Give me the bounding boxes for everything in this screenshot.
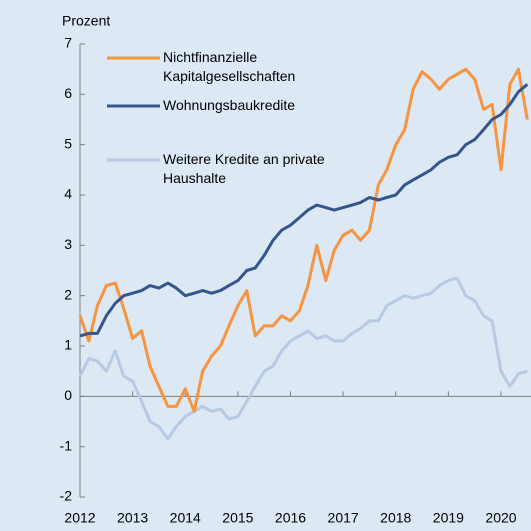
- legend-label: Wohnungsbaukredite: [163, 97, 296, 113]
- x-tick-label: 2019: [433, 510, 464, 526]
- y-tick-label: 7: [64, 35, 72, 51]
- y-tick-label: 3: [64, 236, 72, 252]
- y-tick-label: 1: [64, 337, 72, 353]
- y-tick-label: 2: [64, 286, 72, 302]
- x-tick-label: 2018: [380, 510, 411, 526]
- x-tick-label: 2014: [170, 510, 201, 526]
- x-tick-label: 2012: [64, 510, 95, 526]
- x-tick-label: 2020: [485, 510, 516, 526]
- y-axis-label: Prozent: [62, 13, 110, 29]
- y-tick-label: 5: [64, 135, 72, 151]
- y-tick-label: -1: [60, 437, 73, 453]
- data-line: [79, 83, 529, 338]
- y-tick-label: 0: [64, 387, 72, 403]
- x-tick-label: 2013: [117, 510, 148, 526]
- y-tick-label: -2: [60, 488, 73, 504]
- data-line: [78, 67, 529, 413]
- y-tick-label: 6: [64, 85, 72, 101]
- x-tick-label: 2017: [328, 510, 359, 526]
- x-tick-label: 2016: [275, 510, 306, 526]
- legend-label: Weitere Kredite an private Haushalte: [163, 151, 325, 186]
- x-tick-label: 2015: [222, 510, 253, 526]
- data-line: [78, 276, 528, 441]
- y-tick-label: 4: [64, 186, 72, 202]
- legend-label: Nichtfinanzielle Kapitalgesellschaften: [163, 49, 296, 84]
